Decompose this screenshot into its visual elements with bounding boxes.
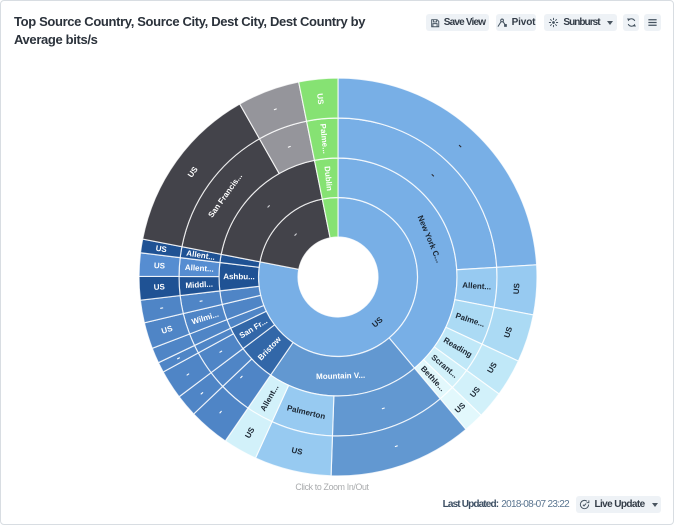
svg-text:US: US <box>291 446 305 457</box>
svg-text:US: US <box>155 244 168 255</box>
svg-text:US: US <box>153 282 165 292</box>
svg-text:Mountain V...: Mountain V... <box>316 371 365 381</box>
svg-text:Middl...: Middl... <box>185 280 213 291</box>
svg-text:Allent...: Allent... <box>462 281 491 292</box>
svg-text:Dublin: Dublin <box>322 166 333 192</box>
svg-text:US: US <box>160 324 174 336</box>
svg-text:US: US <box>502 325 514 339</box>
svg-text:Palme...: Palme... <box>318 123 330 154</box>
svg-text:US: US <box>315 93 325 106</box>
svg-text:Allent...: Allent... <box>186 249 216 262</box>
svg-text:US: US <box>512 282 522 294</box>
svg-text:Allent...: Allent... <box>185 263 214 274</box>
svg-text:US: US <box>154 261 166 271</box>
svg-text:Ashbu...: Ashbu... <box>223 272 255 281</box>
